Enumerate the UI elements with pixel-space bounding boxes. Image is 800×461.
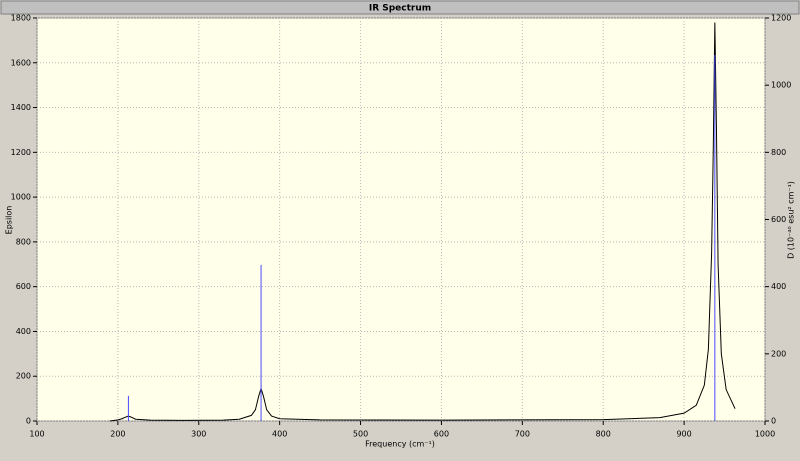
y-tick-label: 600 (16, 282, 31, 291)
y2-tick-label: 200 (771, 349, 786, 358)
y-axis-title: Epsilon (5, 206, 14, 235)
x-tick-label: 100 (29, 430, 44, 439)
x-tick-label: 900 (676, 430, 691, 439)
x-axis-title: Frequency (cm⁻¹) (365, 440, 435, 449)
y2-tick-label: 800 (771, 148, 786, 157)
x-tick-label: 700 (515, 430, 530, 439)
y-tick-label: 200 (16, 372, 31, 381)
y-tick-label: 800 (16, 237, 31, 246)
y2-axis-title: D (10⁻⁴⁰ esu² cm⁻¹) (787, 181, 796, 259)
plot-area (36, 17, 766, 422)
x-tick-label: 600 (434, 430, 449, 439)
y2-tick-label: 1200 (771, 14, 791, 23)
y-tick-label: 1000 (11, 193, 31, 202)
x-tick-label: 300 (191, 430, 206, 439)
x-tick-label: 400 (272, 430, 287, 439)
y2-tick-label: 0 (771, 417, 776, 426)
y-tick-label: 400 (16, 327, 31, 336)
y2-tick-label: 400 (771, 282, 786, 291)
y-tick-label: 1800 (11, 14, 31, 23)
y2-tick-label: 1000 (771, 81, 791, 90)
spectrum-line (109, 22, 736, 422)
y-tick-label: 1400 (11, 103, 31, 112)
x-tick-label: 1000 (755, 430, 775, 439)
chart-title: IR Spectrum (369, 4, 431, 14)
y2-tick-label: 600 (771, 215, 786, 224)
y-tick-label: 1600 (11, 58, 31, 67)
title-bar (0, 0, 800, 15)
x-tick-label: 500 (353, 430, 368, 439)
x-tick-label: 800 (596, 430, 611, 439)
x-tick-label: 200 (110, 430, 125, 439)
y-tick-label: 0 (26, 417, 31, 426)
y-tick-label: 1200 (11, 148, 31, 157)
